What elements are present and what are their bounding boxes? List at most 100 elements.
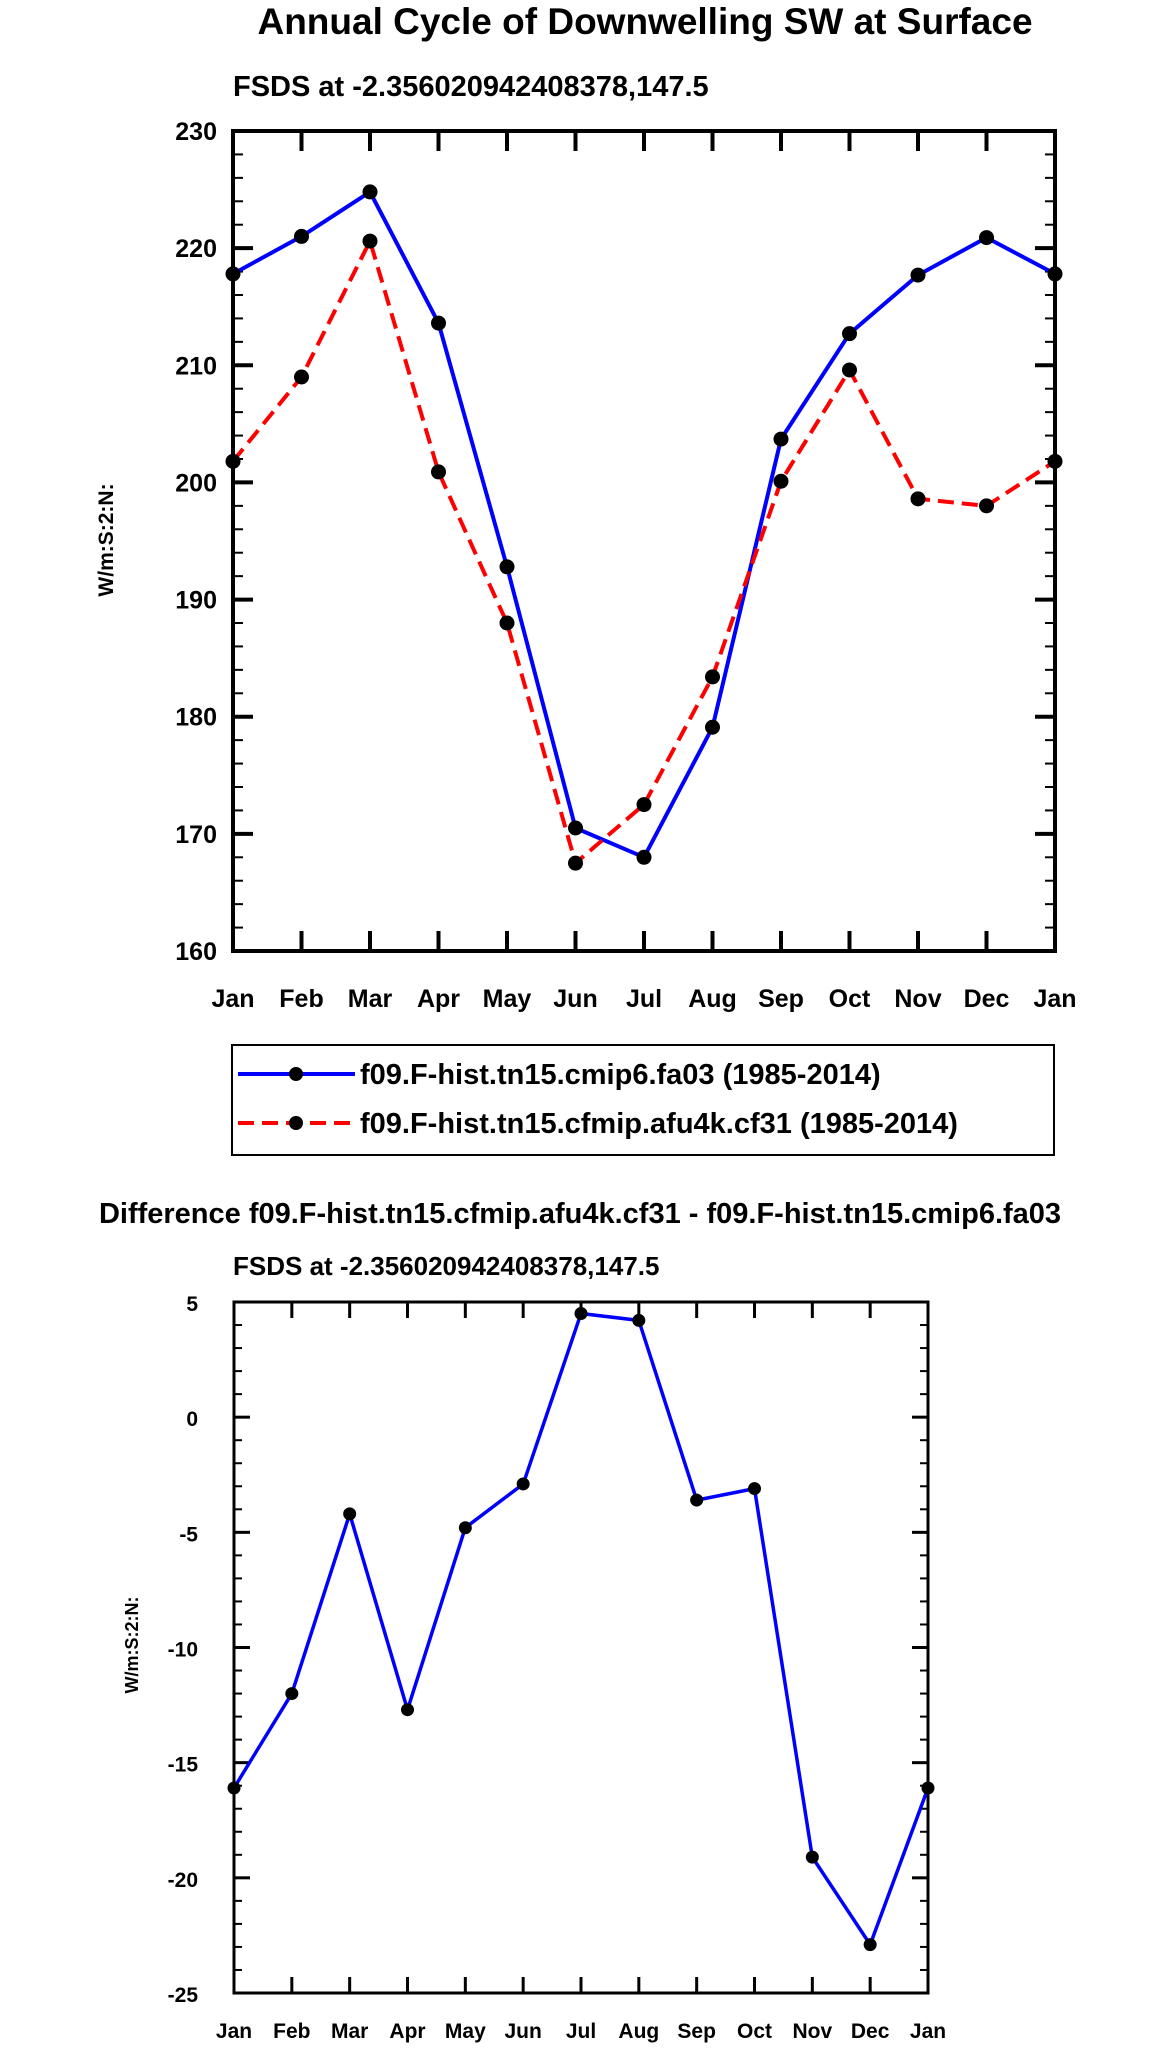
chart1-x-tick-labels: Jan Feb Mar Apr May Jun Jul Aug Sep Oct Nov Dec Jan	[211, 985, 1076, 1013]
data-point-s2-13	[1047, 453, 1063, 469]
x-tick-label: Dec	[964, 985, 1010, 1013]
data-point-s1-3	[362, 184, 378, 200]
data-point-s1-2	[294, 228, 309, 244]
series-line-1	[232, 189, 1056, 860]
y-tick-label: 180	[175, 704, 217, 732]
chart2-y-axis-label: W/m:S:2:N:	[122, 1597, 142, 1694]
data-point-s1-3	[343, 1507, 357, 1521]
data-point-s2-3	[362, 233, 378, 249]
x-tick-label: Jun	[504, 2020, 541, 2043]
data-point-s2-2	[294, 369, 309, 385]
x-tick-label: Feb	[279, 985, 323, 1013]
x-tick-label: Aug	[688, 985, 737, 1013]
x-tick-label: Feb	[273, 2020, 310, 2043]
x-tick-label: Jun	[553, 985, 597, 1013]
y-tick-label: 0	[186, 1408, 198, 1431]
data-point-s1-13	[1047, 266, 1063, 282]
legend-label-1: f09.F-hist.tn15.cmip6.fa03 (1985-2014)	[360, 1059, 881, 1091]
data-point-s1-4	[401, 1703, 414, 1717]
chart2-title: Difference f09.F-hist.tn15.cfmip.afu4k.c…	[99, 1198, 1061, 1230]
y-tick-label: 170	[175, 821, 217, 849]
y-tick-label: 200	[175, 469, 217, 497]
y-tick-label: -20	[168, 1869, 198, 1892]
series-line-1	[232, 1311, 930, 1947]
data-point-s1-9	[773, 431, 789, 447]
chart2-series	[227, 1307, 935, 1952]
x-tick-label: Sep	[758, 985, 804, 1013]
series-line-2	[231, 239, 1057, 866]
legend-entry-2: f09.F-hist.tn15.cfmip.afu4k.cf31 (1985-2…	[238, 1108, 958, 1140]
legend-entry-1: f09.F-hist.tn15.cmip6.fa03 (1985-2014)	[238, 1059, 881, 1091]
y-tick-label: -15	[168, 1754, 199, 1777]
data-point-s1-6	[516, 1477, 530, 1491]
chart2-y-tick-labels: -25 -20 -15 -10 -5 0 5	[168, 1293, 199, 2007]
data-point-s1-12	[863, 1938, 877, 1952]
x-tick-label: Jul	[626, 985, 662, 1013]
data-point-s1-7	[574, 1307, 588, 1321]
data-point-s1-5	[499, 559, 515, 575]
chart1-y-axis-label: W/m:S:2:N:	[95, 483, 118, 596]
data-point-s1-9	[690, 1493, 704, 1507]
y-tick-label: 160	[175, 938, 217, 966]
chart1-plot-frame	[231, 129, 1057, 953]
x-tick-label: Apr	[389, 2020, 425, 2043]
legend-marker-1	[289, 1067, 303, 1081]
chart1-title: Annual Cycle of Downwelling SW at Surfac…	[257, 1, 1032, 42]
data-point-s1-10	[842, 326, 857, 342]
legend-marker-2	[289, 1116, 303, 1130]
x-tick-label: May	[483, 985, 532, 1013]
x-tick-label: Jan	[910, 2020, 946, 2043]
legend-box	[231, 1044, 1055, 1156]
x-tick-label: Mar	[348, 985, 393, 1013]
data-point-s2-4	[431, 464, 446, 480]
chart1-y-tick-labels: 160 170 180 190 200 210 220 230	[175, 118, 217, 966]
legend-label-2: f09.F-hist.tn15.cfmip.afu4k.cf31 (1985-2…	[360, 1108, 958, 1140]
x-tick-label: Nov	[792, 2020, 832, 2043]
data-point-s2-8	[705, 669, 720, 685]
chart1-ticks	[231, 129, 1057, 953]
data-point-s2-12	[979, 498, 994, 514]
data-point-s2-11	[910, 491, 926, 507]
x-tick-label: Dec	[851, 2020, 890, 2043]
data-point-s1-8	[632, 1313, 646, 1327]
data-point-s1-2	[285, 1687, 299, 1701]
x-tick-label: Nov	[894, 985, 941, 1013]
x-tick-label: Mar	[331, 2020, 368, 2043]
y-tick-label: 190	[175, 587, 217, 615]
data-point-s2-10	[842, 362, 857, 378]
chart2-plot-frame	[232, 1300, 930, 1995]
data-point-s1-4	[431, 315, 446, 331]
data-point-s2-9	[773, 473, 789, 489]
data-point-s1-10	[748, 1482, 761, 1496]
x-tick-label: Oct	[737, 2020, 772, 2043]
chart1-series	[225, 184, 1063, 871]
data-point-s1-1	[227, 1781, 241, 1795]
data-point-s2-1	[225, 453, 241, 469]
chart1-legend: f09.F-hist.tn15.cmip6.fa03 (1985-2014) f…	[231, 1044, 1055, 1156]
chart2-ticks	[232, 1300, 930, 1995]
data-point-s1-13	[921, 1781, 935, 1795]
x-tick-label: Sep	[677, 2020, 716, 2043]
data-point-s2-5	[499, 615, 515, 631]
x-tick-label: Jul	[566, 2020, 596, 2043]
y-tick-label: 230	[175, 118, 217, 146]
x-tick-label: Jan	[211, 985, 254, 1013]
data-point-s1-5	[458, 1521, 472, 1535]
x-tick-label: Jan	[1033, 985, 1076, 1013]
data-point-s1-1	[225, 266, 241, 282]
y-tick-label: -25	[168, 1984, 199, 2007]
data-point-s1-7	[636, 849, 652, 865]
data-point-s1-8	[705, 719, 720, 735]
y-tick-label: 5	[186, 1293, 198, 1316]
x-tick-label: Jan	[216, 2020, 252, 2043]
data-point-s1-11	[910, 267, 926, 283]
x-tick-label: May	[445, 2020, 486, 2043]
y-tick-label: -10	[168, 1639, 198, 1662]
y-tick-label: 220	[175, 235, 217, 263]
x-tick-label: Apr	[417, 985, 460, 1013]
x-tick-label: Aug	[618, 2020, 659, 2043]
y-tick-label: -5	[179, 1523, 198, 1546]
data-point-s1-6	[568, 820, 583, 836]
y-tick-label: 210	[175, 352, 217, 380]
